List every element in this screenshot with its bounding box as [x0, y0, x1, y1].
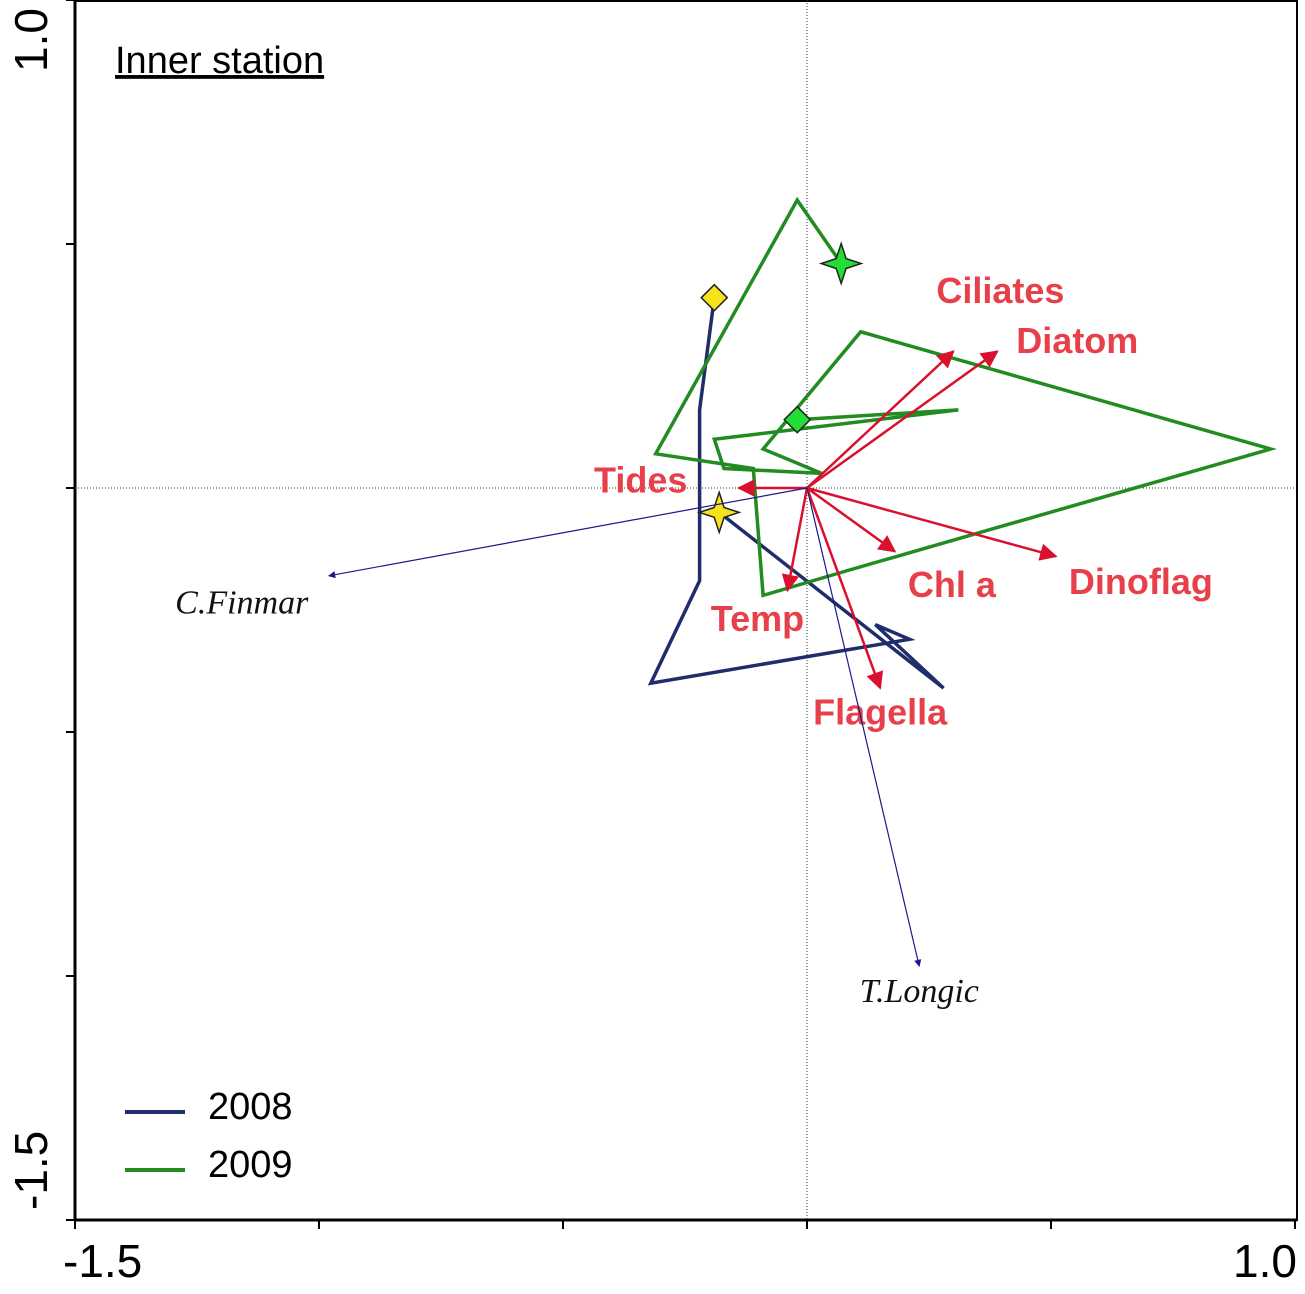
environment-arrow: [806, 486, 1058, 561]
legend-label: 2008: [208, 1086, 293, 1128]
species-label: T.Longic: [860, 973, 979, 1010]
end-marker: [818, 241, 864, 286]
environment-label: Chl a: [908, 564, 997, 605]
environment-label: Temp: [711, 598, 804, 639]
chart-title: Inner station: [115, 40, 324, 82]
environment-arrow: [806, 486, 897, 553]
legend-label: 2009: [208, 1144, 293, 1186]
environment-arrow: [806, 350, 955, 489]
environment-arrow: [781, 487, 809, 593]
species-arrow: [806, 487, 922, 967]
y-tick-label: 1.0: [5, 8, 57, 72]
species-label: C.Finmar: [175, 585, 309, 622]
start-marker: [783, 405, 812, 434]
y-tick-label: -1.5: [5, 1131, 57, 1210]
environment-label: Ciliates: [936, 270, 1064, 311]
environment-label: Flagella: [813, 692, 948, 733]
trajectory: [652, 196, 1277, 598]
environment-label: Tides: [594, 460, 687, 501]
x-tick-label: 1.0: [1233, 1235, 1297, 1287]
environment-arrow: [806, 350, 999, 490]
environment-label: Dinoflag: [1069, 561, 1213, 602]
environment-arrow: [805, 487, 884, 690]
trajectory: [647, 297, 945, 690]
species-arrow: [328, 487, 808, 579]
x-tick-label: -1.5: [63, 1235, 142, 1287]
end-marker: [696, 489, 742, 535]
start-marker: [700, 283, 729, 312]
environment-label: Diatom: [1016, 320, 1138, 361]
